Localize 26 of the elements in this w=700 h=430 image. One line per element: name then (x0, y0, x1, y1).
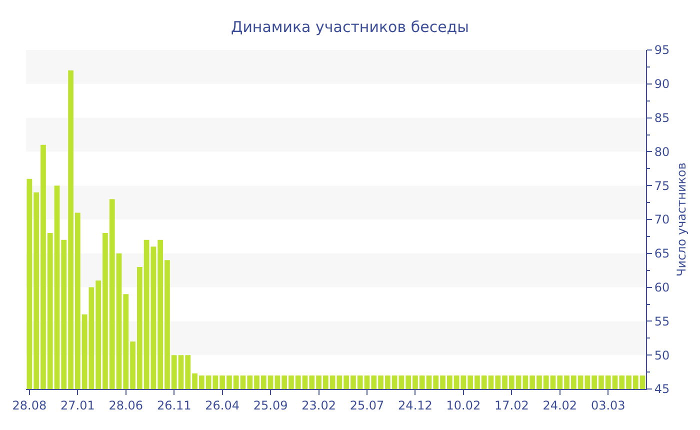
x-tick-label: 24.02 (542, 398, 578, 412)
y-tick-label: 45 (654, 382, 670, 396)
y-tick-label: 65 (654, 246, 670, 261)
y-tick-label: 90 (654, 77, 670, 92)
y-tick-label: 75 (654, 178, 670, 193)
y-tick-label: 80 (654, 144, 670, 159)
y-tick-label: 70 (654, 212, 670, 227)
y-tick-label: 95 (654, 43, 670, 58)
y-tick-label: 85 (654, 111, 670, 125)
x-tick-label: 28.08 (12, 398, 47, 412)
y-axis-title: Число участников (674, 162, 689, 276)
x-tick-label: 23.02 (302, 398, 336, 412)
x-tick-label: 10.02 (446, 398, 481, 412)
x-tick-label: 25.07 (350, 398, 384, 412)
chart-title: Динамика участников беседы (230, 18, 470, 36)
x-tick-label: 03.03 (590, 398, 626, 412)
x-tick-label: 26.11 (156, 398, 192, 412)
x-tick-label: 25.09 (253, 398, 288, 412)
y-tick-label: 50 (654, 348, 670, 362)
x-tick-label: 27.01 (60, 398, 95, 412)
x-tick-label: 28.06 (108, 398, 144, 412)
y-tick-label: 55 (654, 314, 670, 328)
x-tick-label: 17.02 (494, 398, 529, 412)
x-tick-label: 24.12 (398, 398, 432, 412)
y-tick-label: 60 (654, 280, 670, 294)
x-tick-label: 26.04 (205, 398, 240, 412)
